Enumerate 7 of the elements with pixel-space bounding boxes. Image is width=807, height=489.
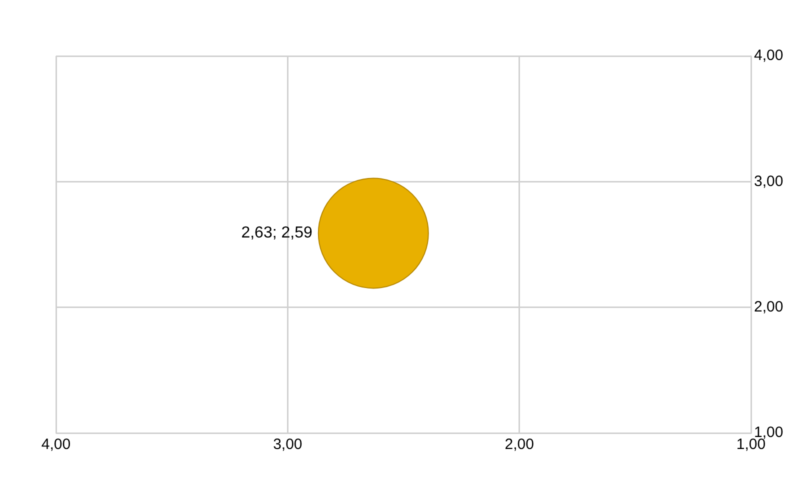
x-tick-label: 4,00 [41, 436, 71, 454]
y-tick-label: 3,00 [754, 172, 784, 190]
x-tick-label: 3,00 [273, 436, 302, 454]
y-tick-label: 4,00 [754, 47, 784, 64]
y-tick-label: 2,00 [754, 298, 784, 316]
data-label: 2,63; 2,59 [241, 224, 312, 242]
x-tick-label: 2,00 [504, 436, 534, 454]
